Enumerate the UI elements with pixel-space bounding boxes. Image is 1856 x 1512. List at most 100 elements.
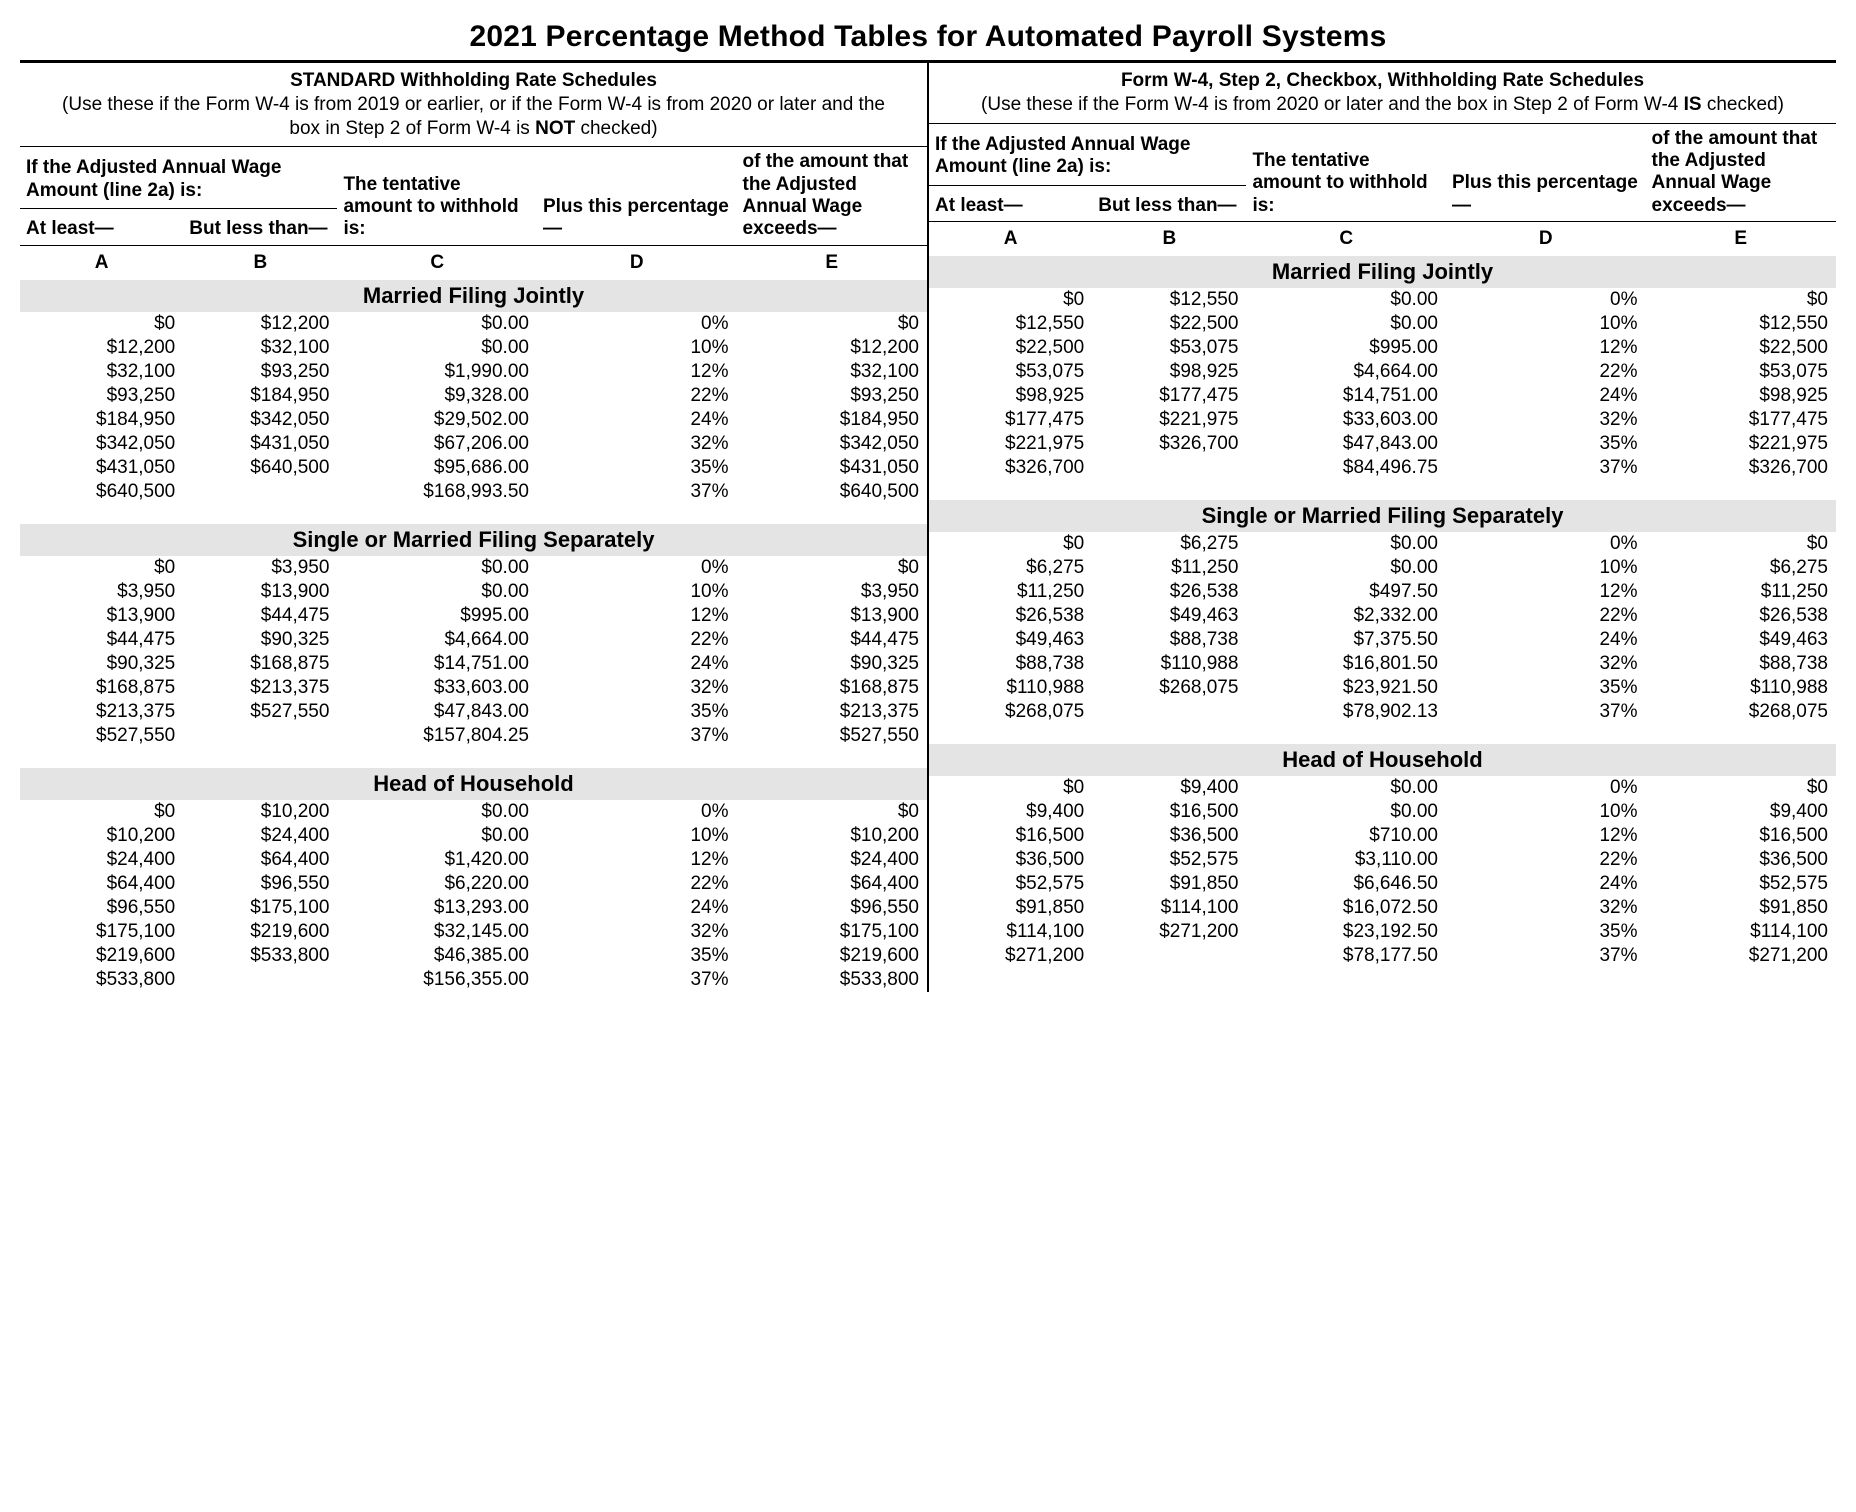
bracket-cell: $98,925 <box>929 384 1092 408</box>
bracket-row: $16,500$36,500$710.0012%$16,500 <box>929 824 1836 848</box>
bracket-cell: 10% <box>1446 800 1646 824</box>
bracket-cell: $23,921.50 <box>1246 676 1446 700</box>
colhead-e: of the amount that the AdjustedAnnual Wa… <box>737 147 928 245</box>
bracket-cell: $88,738 <box>1646 652 1837 676</box>
bracket-cell: $9,400 <box>1646 800 1837 824</box>
bracket-row: $533,800$156,355.0037%$533,800 <box>20 968 927 992</box>
bracket-row: $22,500$53,075$995.0012%$22,500 <box>929 336 1836 360</box>
bracket-cell: 24% <box>537 408 737 432</box>
bracket-cell: $33,603.00 <box>1246 408 1446 432</box>
colhead-c: The tentativeamount to withhold is: <box>1246 124 1446 222</box>
bracket-cell: $156,355.00 <box>337 968 537 992</box>
bracket-cell: $219,600 <box>737 944 928 968</box>
bracket-cell: $44,475 <box>183 604 337 628</box>
bracket-cell: $0 <box>929 776 1092 800</box>
bracket-cell: $11,250 <box>929 580 1092 604</box>
bracket-cell: $0 <box>20 800 183 824</box>
filing-status-header: Married Filing Jointly <box>20 280 927 312</box>
bracket-cell: $14,751.00 <box>337 652 537 676</box>
bracket-cell: 0% <box>537 312 737 336</box>
bracket-cell: 10% <box>537 824 737 848</box>
bracket-row: $0$12,550$0.000%$0 <box>929 288 1836 312</box>
bracket-cell: $46,385.00 <box>337 944 537 968</box>
schedule-heading-note: (Use these if the Form W-4 is from 2019 … <box>62 94 885 139</box>
colhead-wage: If the Adjusted Annual Wage Amount (line… <box>20 147 337 209</box>
bracket-cell: $3,950 <box>183 556 337 580</box>
bracket-cell: $342,050 <box>20 432 183 456</box>
bracket-cell: $640,500 <box>20 480 183 504</box>
bracket-cell: $114,100 <box>929 920 1092 944</box>
bracket-cell: $91,850 <box>929 896 1092 920</box>
filing-status-label: Single or Married Filing Separately <box>929 500 1836 532</box>
bracket-cell: $47,843.00 <box>337 700 537 724</box>
schedule-heading-bold: Form W-4, Step 2, Checkbox, Withholding … <box>1121 70 1644 91</box>
bracket-row: $36,500$52,575$3,110.0022%$36,500 <box>929 848 1836 872</box>
bracket-cell: $640,500 <box>737 480 928 504</box>
colhead-b: But less than— <box>1092 185 1246 221</box>
bracket-cell: 37% <box>1446 944 1646 968</box>
bracket-cell: 12% <box>537 360 737 384</box>
bracket-cell: 35% <box>1446 432 1646 456</box>
bracket-row: $11,250$26,538$497.5012%$11,250 <box>929 580 1836 604</box>
bracket-cell: 12% <box>537 848 737 872</box>
bracket-cell: $13,900 <box>20 604 183 628</box>
bracket-cell: $11,250 <box>1646 580 1837 604</box>
bracket-cell: $93,250 <box>183 360 337 384</box>
bracket-cell: $90,325 <box>20 652 183 676</box>
bracket-row: $219,600$533,800$46,385.0035%$219,600 <box>20 944 927 968</box>
bracket-cell: 32% <box>1446 896 1646 920</box>
column-letter: D <box>537 245 737 280</box>
bracket-cell: $16,500 <box>929 824 1092 848</box>
bracket-cell: $0.00 <box>337 824 537 848</box>
bracket-cell <box>1092 944 1246 968</box>
colhead-e: of the amount that the AdjustedAnnual Wa… <box>1646 124 1837 222</box>
bracket-cell: $90,325 <box>183 628 337 652</box>
bracket-cell: 32% <box>537 432 737 456</box>
bracket-cell: $533,800 <box>20 968 183 992</box>
bracket-row: $0$3,950$0.000%$0 <box>20 556 927 580</box>
bracket-row: $175,100$219,600$32,145.0032%$175,100 <box>20 920 927 944</box>
bracket-cell: $91,850 <box>1646 896 1837 920</box>
bracket-cell: $96,550 <box>183 872 337 896</box>
bracket-cell: $93,250 <box>737 384 928 408</box>
bracket-cell: $49,463 <box>1646 628 1837 652</box>
bracket-cell: $93,250 <box>20 384 183 408</box>
bracket-cell: $2,332.00 <box>1246 604 1446 628</box>
filing-status-label: Married Filing Jointly <box>929 256 1836 288</box>
bracket-cell: $24,400 <box>20 848 183 872</box>
bracket-cell: $995.00 <box>337 604 537 628</box>
bracket-cell: $527,550 <box>183 700 337 724</box>
bracket-cell: 12% <box>537 604 737 628</box>
bracket-cell: $6,275 <box>1092 532 1246 556</box>
bracket-cell: $88,738 <box>1092 628 1246 652</box>
colhead-wage: If the Adjusted Annual Wage Amount (line… <box>929 124 1246 186</box>
bracket-row: $640,500$168,993.5037%$640,500 <box>20 480 927 504</box>
bracket-cell: $88,738 <box>929 652 1092 676</box>
bracket-cell: $0.00 <box>337 312 537 336</box>
bracket-cell: 35% <box>1446 920 1646 944</box>
bracket-cell: $431,050 <box>183 432 337 456</box>
bracket-cell: $271,200 <box>1092 920 1246 944</box>
bracket-cell: $52,575 <box>929 872 1092 896</box>
bracket-cell: $342,050 <box>737 432 928 456</box>
bracket-cell: $32,100 <box>737 360 928 384</box>
bracket-cell: $9,400 <box>929 800 1092 824</box>
bracket-cell <box>1092 456 1246 480</box>
bracket-cell: 35% <box>537 456 737 480</box>
bracket-cell <box>183 724 337 748</box>
bracket-cell: $84,496.75 <box>1246 456 1446 480</box>
bracket-cell: $64,400 <box>183 848 337 872</box>
bracket-cell <box>183 480 337 504</box>
colhead-d: Plus this percentage— <box>537 147 737 245</box>
bracket-cell: $78,902.13 <box>1246 700 1446 724</box>
bracket-cell: $640,500 <box>183 456 337 480</box>
checkbox-schedule: Form W-4, Step 2, Checkbox, Withholding … <box>928 63 1836 992</box>
bracket-cell: $36,500 <box>1646 848 1837 872</box>
bracket-row: $24,400$64,400$1,420.0012%$24,400 <box>20 848 927 872</box>
bracket-cell: $0 <box>737 312 928 336</box>
bracket-cell: 22% <box>1446 360 1646 384</box>
bracket-row: $6,275$11,250$0.0010%$6,275 <box>929 556 1836 580</box>
bracket-cell: 35% <box>1446 676 1646 700</box>
bracket-cell: $431,050 <box>20 456 183 480</box>
colhead-a: At least— <box>20 209 183 245</box>
